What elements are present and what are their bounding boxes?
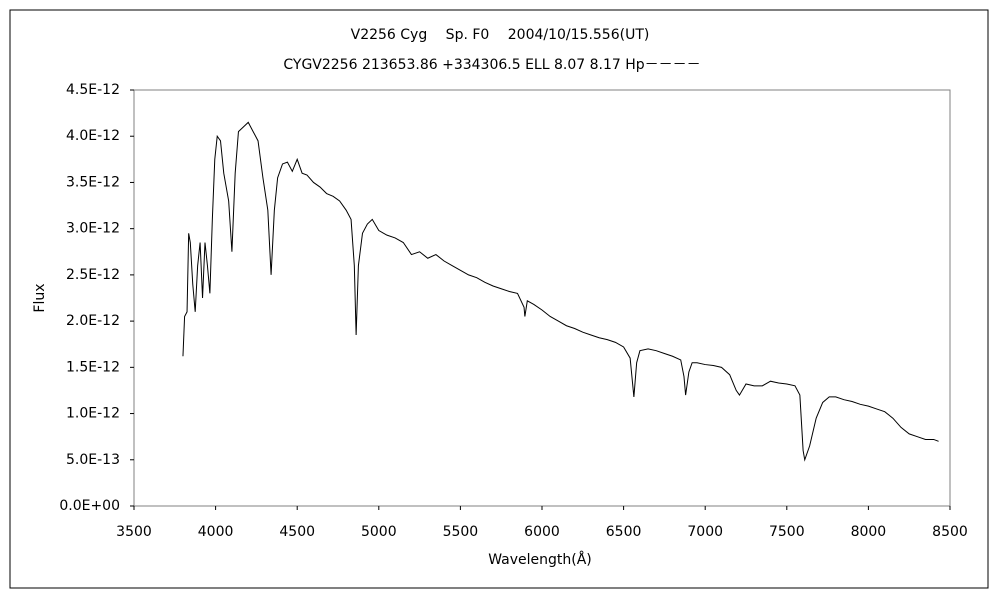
plot-area — [133, 89, 951, 507]
x-tick-label: 4000 — [198, 524, 234, 540]
y-tick-label: 5.0E-13 — [66, 452, 120, 468]
y-tick-label: 3.0E-12 — [66, 221, 120, 237]
y-tick-label: 1.0E-12 — [66, 406, 120, 422]
y-tick-label: 0.0E+00 — [59, 498, 120, 514]
spectrum-line — [182, 121, 939, 462]
x-tick-label: 8000 — [851, 524, 887, 540]
x-tick-label: 5500 — [443, 524, 479, 540]
x-tick-label: 8500 — [932, 524, 968, 540]
y-tick-label: 4.0E-12 — [66, 128, 120, 144]
y-tick-label: 4.5E-12 — [66, 82, 120, 98]
x-tick-label: 7500 — [769, 524, 805, 540]
x-tick-label: 5000 — [361, 524, 397, 540]
y-tick-label: 3.5E-12 — [66, 174, 120, 190]
chart-title: V2256 Cyg Sp. F0 2004/10/15.556(UT) — [351, 27, 650, 43]
y-tick-label: 1.5E-12 — [66, 359, 120, 375]
y-tick-label: 2.5E-12 — [66, 267, 120, 283]
x-axis-label: Wavelength(Å) — [488, 551, 592, 568]
x-tick-label: 6500 — [606, 524, 642, 540]
y-tick-label: 2.0E-12 — [66, 313, 120, 329]
x-tick-label: 4500 — [279, 524, 315, 540]
x-tick-label: 7000 — [687, 524, 723, 540]
chart-subtitle: CYGV2256 213653.86 +334306.5 ELL 8.07 8.… — [283, 57, 700, 73]
y-axis-label: Flux — [32, 283, 48, 312]
x-tick-label: 3500 — [116, 524, 152, 540]
x-tick-label: 6000 — [524, 524, 560, 540]
